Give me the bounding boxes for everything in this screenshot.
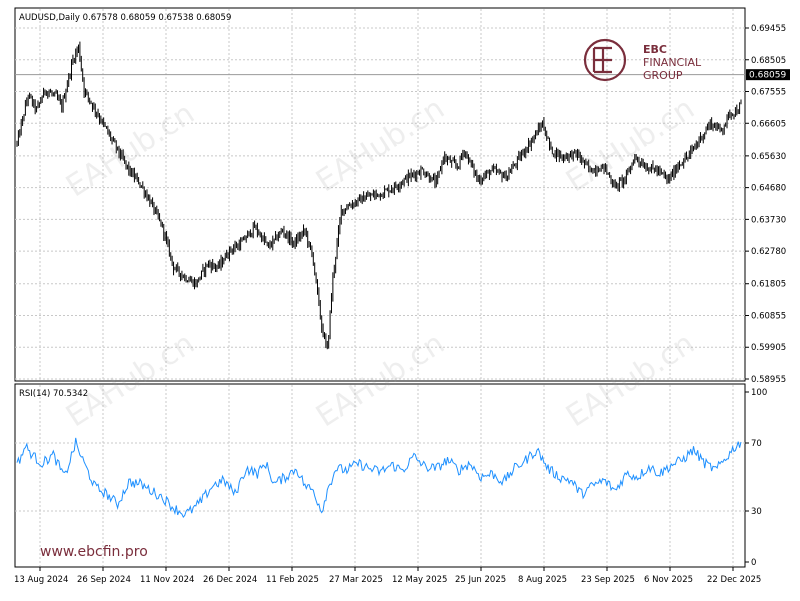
x-tick-label: 26 Sep 2024 bbox=[77, 575, 131, 585]
x-tick-label: 8 Aug 2025 bbox=[518, 575, 567, 585]
rsi-header: RSI(14) 70.5342 bbox=[19, 389, 88, 399]
y-tick-label: 70 bbox=[751, 439, 762, 449]
x-tick-label: 12 May 2025 bbox=[392, 575, 447, 585]
y-tick-label: 0.61805 bbox=[751, 280, 786, 290]
y-tick-label: 0.67555 bbox=[751, 88, 786, 98]
y-tick-label: 0.65630 bbox=[751, 152, 786, 162]
y-tick-label: 0.59905 bbox=[751, 343, 786, 353]
x-tick-label: 27 Mar 2025 bbox=[329, 575, 383, 585]
y-tick-label: 0.66605 bbox=[751, 119, 786, 129]
current-price-tag: 0.68059 bbox=[746, 69, 790, 81]
y-tick-label: 0 bbox=[751, 558, 756, 568]
logo-line1: EBC bbox=[643, 43, 667, 56]
y-tick-label: 0.64680 bbox=[751, 184, 786, 194]
y-tick-label: 0.68505 bbox=[751, 56, 786, 66]
y-tick-label: 0.60855 bbox=[751, 311, 786, 321]
logo-line2: FINANCIAL bbox=[643, 56, 702, 69]
x-tick-label: 22 Dec 2025 bbox=[707, 575, 761, 585]
ohlc-bars bbox=[16, 41, 742, 350]
rsi-panel-frame bbox=[14, 383, 746, 568]
symbol-header: AUDUSD,Daily 0.67578 0.68059 0.67538 0.6… bbox=[19, 13, 231, 23]
x-tick-label: 23 Sep 2025 bbox=[581, 575, 635, 585]
logo-line3: GROUP bbox=[643, 69, 683, 82]
x-tick-label: 11 Nov 2024 bbox=[140, 575, 194, 585]
rsi-line bbox=[16, 437, 742, 519]
current-price-label: 0.68059 bbox=[749, 71, 786, 81]
y-tick-label: 100 bbox=[751, 388, 767, 398]
y-tick-label: 0.62780 bbox=[751, 247, 786, 257]
x-tick-label: 25 Jun 2025 bbox=[455, 575, 506, 585]
website-link[interactable]: www.ebcfin.pro bbox=[40, 544, 148, 560]
ebc-logo-icon bbox=[583, 38, 627, 82]
y-tick-label: 0.69455 bbox=[751, 24, 786, 34]
rsi-axis: 100 70 30 0 bbox=[745, 388, 767, 568]
x-tick-label: 13 Aug 2024 bbox=[14, 575, 68, 585]
time-axis: 13 Aug 2024 26 Sep 2024 11 Nov 2024 26 Dec … bbox=[14, 567, 761, 585]
y-tick-label: 0.63730 bbox=[751, 215, 786, 225]
price-axis: 0.69455 0.68505 0.67555 0.66605 0.65630 0.646… bbox=[745, 24, 786, 385]
x-tick-label: 6 Nov 2025 bbox=[644, 575, 693, 585]
x-tick-label: 26 Dec 2024 bbox=[203, 575, 257, 585]
ebc-logo: EBC FINANCIAL GROUP bbox=[583, 38, 702, 82]
rsi-line-series bbox=[16, 437, 742, 519]
price-grid bbox=[15, 9, 745, 380]
x-tick-label: 11 Feb 2025 bbox=[266, 575, 319, 585]
y-tick-label: 30 bbox=[751, 507, 762, 517]
rsi-grid bbox=[15, 385, 745, 566]
y-tick-label: 0.58955 bbox=[751, 375, 786, 385]
